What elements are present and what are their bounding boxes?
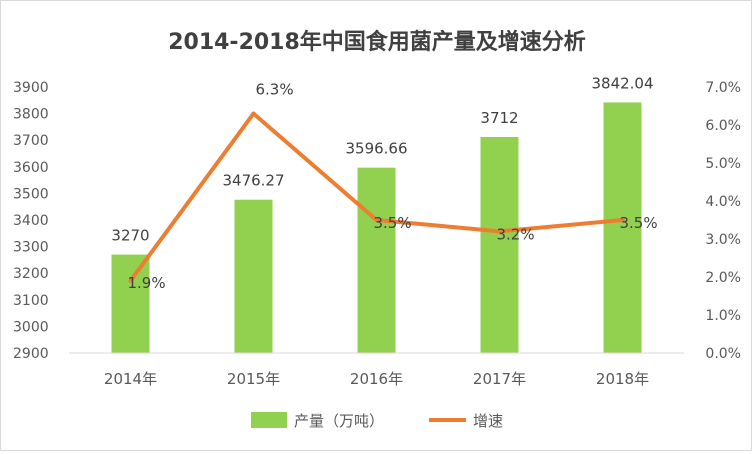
- bar: [480, 137, 519, 353]
- line-data-label: 3.2%: [497, 225, 535, 243]
- bar: [111, 254, 150, 353]
- line-data-label: 3.5%: [620, 214, 658, 232]
- line-data-label: 6.3%: [256, 81, 294, 99]
- y-left-tick: 3500: [13, 186, 49, 202]
- line-data-label: 3.5%: [374, 214, 412, 232]
- y-right-tick: 4.0%: [705, 194, 741, 210]
- legend-line-label: 增速: [473, 412, 503, 430]
- y-right-tick: 2.0%: [705, 270, 741, 286]
- y-right-tick: 7.0%: [705, 80, 741, 96]
- y-left-tick: 3000: [13, 319, 49, 335]
- line-point: [620, 218, 625, 222]
- bar: [603, 102, 642, 353]
- legend-bar-swatch: [251, 412, 287, 428]
- x-tick: 2014年: [104, 370, 157, 388]
- line-point: [251, 111, 256, 116]
- line-data-label: 1.9%: [128, 274, 166, 292]
- bar-data-label: 3476.27: [222, 172, 284, 190]
- bar-data-label: 3842.04: [591, 74, 653, 92]
- y-right-tick: 3.0%: [705, 232, 741, 248]
- y-right-tick: 6.0%: [705, 118, 741, 134]
- legend: 产量（万吨） 增速: [251, 412, 503, 430]
- y-left-tick: 3300: [13, 240, 49, 256]
- y-left-tick: 3900: [13, 80, 49, 96]
- bar-data-label: 3270: [111, 227, 149, 245]
- y-left-tick: 3200: [13, 266, 49, 282]
- bar-data-label: 3712: [480, 109, 518, 127]
- line-point: [128, 278, 133, 283]
- x-tick: 2017年: [473, 370, 526, 388]
- x-tick: 2016年: [350, 370, 403, 388]
- line-point: [497, 229, 502, 234]
- y-right-tick: 1.0%: [705, 308, 741, 324]
- chart-title: 2014-2018年中国食用菌产量及增速分析: [168, 29, 586, 55]
- bar: [234, 199, 273, 353]
- y-left-tick: 3400: [13, 213, 49, 229]
- x-tick: 2015年: [227, 370, 280, 388]
- line-point: [374, 218, 379, 222]
- bar: [357, 167, 396, 353]
- y-left-tick: 2900: [13, 346, 49, 362]
- y-left-tick: 3700: [13, 133, 49, 149]
- y-right-tick: 0.0%: [705, 346, 741, 362]
- y-left-tick: 3600: [13, 160, 49, 176]
- y-left-tick: 3800: [13, 107, 49, 123]
- bar-data-label: 3596.66: [345, 140, 407, 158]
- y-left-tick: 3100: [13, 293, 49, 309]
- x-tick: 2018年: [596, 370, 649, 388]
- y-right-tick: 5.0%: [705, 156, 741, 172]
- legend-bar-label: 产量（万吨）: [294, 412, 384, 430]
